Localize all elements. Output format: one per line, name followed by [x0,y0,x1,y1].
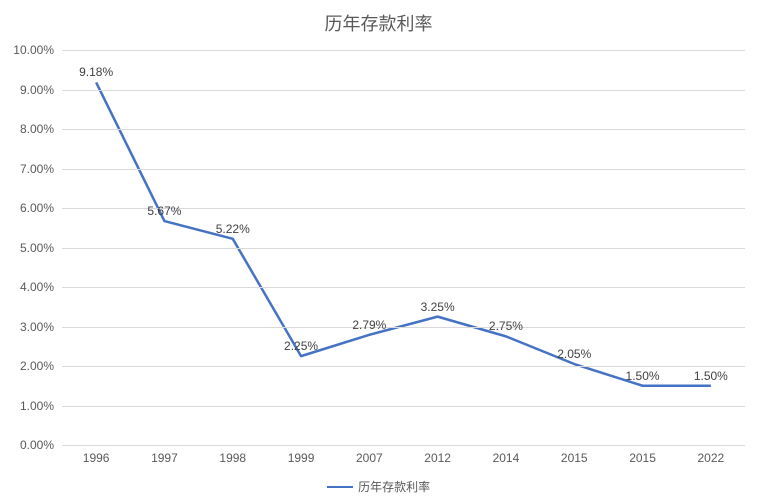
y-tick-label: 1.00% [0,399,54,413]
chart-title: 历年存款利率 [0,10,757,36]
legend-label: 历年存款利率 [358,478,430,495]
legend: 历年存款利率 [0,478,757,495]
plot-area [62,50,745,446]
data-point-label: 1.50% [626,369,660,383]
x-tick-label: 2007 [356,451,383,465]
gridline [62,169,745,170]
gridline [62,90,745,91]
gridline [62,406,745,407]
x-tick-label: 2015 [561,451,588,465]
y-tick-label: 10.00% [0,43,54,57]
data-point-label: 2.79% [352,318,386,332]
y-tick-label: 5.00% [0,241,54,255]
x-tick-label: 2012 [424,451,451,465]
data-point-label: 2.75% [489,320,523,334]
data-point-label: 9.18% [79,66,113,80]
x-tick-label: 2014 [493,451,520,465]
gridline [62,366,745,367]
data-point-label: 2.25% [284,339,318,353]
gridline [62,129,745,130]
x-tick-label: 2022 [697,451,724,465]
gridline [62,445,745,446]
y-tick-label: 9.00% [0,83,54,97]
data-point-label: 1.50% [694,369,728,383]
gridline [62,327,745,328]
y-tick-label: 7.00% [0,162,54,176]
y-tick-label: 6.00% [0,201,54,215]
x-tick-label: 2015 [629,451,656,465]
y-tick-label: 4.00% [0,280,54,294]
x-tick-label: 1998 [219,451,246,465]
x-tick-label: 1996 [83,451,110,465]
data-point-label: 5.67% [147,204,181,218]
data-point-label: 3.25% [421,300,455,314]
chart-container: 历年存款利率 历年存款利率 0.00% 1.00% 2.00% 3.00% 4.00% 5… [0,0,757,500]
legend-swatch [327,486,353,488]
data-point-label: 5.22% [216,222,250,236]
series-line [96,82,711,385]
y-tick-label: 8.00% [0,122,54,136]
x-tick-label: 1999 [288,451,315,465]
x-tick-label: 1997 [151,451,178,465]
y-tick-label: 2.00% [0,359,54,373]
data-point-label: 2.05% [557,347,591,361]
gridline [62,50,745,51]
gridline [62,287,745,288]
y-tick-label: 3.00% [0,320,54,334]
y-tick-label: 0.00% [0,438,54,452]
gridline [62,248,745,249]
